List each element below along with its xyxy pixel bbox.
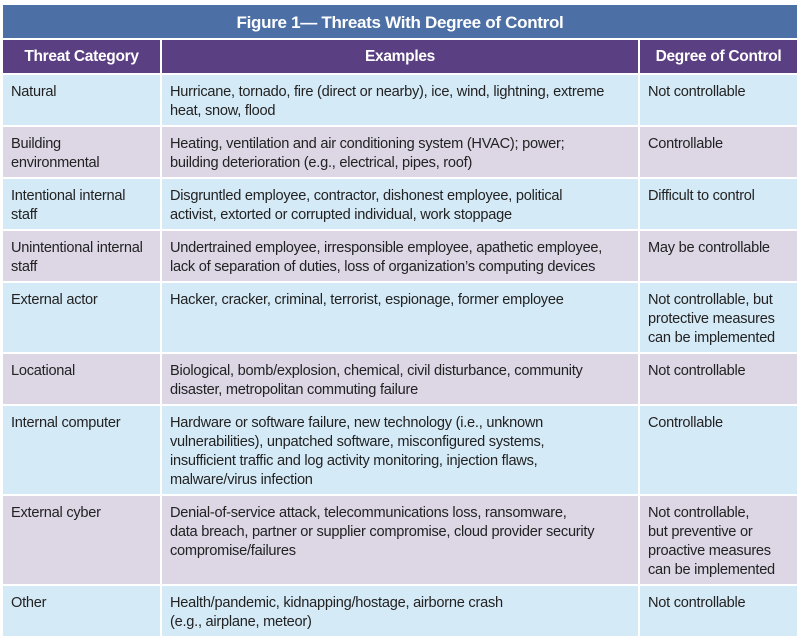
table-row: Natural Hurricane, tornado, fire (direct …	[3, 75, 797, 127]
table-row: External cyber Denial-of-service attack, …	[3, 496, 797, 586]
threat-category-cell: Locational	[3, 354, 162, 406]
examples-cell: Heating, ventilation and air conditionin…	[162, 127, 640, 179]
degree-of-control-cell: Not controllable, but preventive or proa…	[640, 496, 797, 586]
degree-of-control-cell: Not controllable	[640, 354, 797, 406]
examples-cell: Biological, bomb/explosion, chemical, ci…	[162, 354, 640, 406]
threats-table: Threat Category Examples Degree of Contr…	[3, 40, 797, 638]
degree-of-control-cell: May be controllable	[640, 231, 797, 283]
threat-category-cell: Unintentional internal staff	[3, 231, 162, 283]
degree-of-control-cell: Difficult to control	[640, 179, 797, 231]
degree-of-control-cell: Not controllable, but protective measure…	[640, 283, 797, 354]
table-row: Other Health/pandemic, kidnapping/hostage…	[3, 586, 797, 638]
threat-category-cell: Building environmental	[3, 127, 162, 179]
examples-cell: Health/pandemic, kidnapping/hostage, air…	[162, 586, 640, 638]
header-examples: Examples	[162, 40, 640, 75]
table-row: Locational Biological, bomb/explosion, ch…	[3, 354, 797, 406]
threat-category-cell: Other	[3, 586, 162, 638]
figure-title: Figure 1— Threats With Degree of Control	[3, 5, 797, 38]
examples-cell: Hurricane, tornado, fire (direct or near…	[162, 75, 640, 127]
examples-cell: Disgruntled employee, contractor, dishon…	[162, 179, 640, 231]
header-degree-of-control: Degree of Control	[640, 40, 797, 75]
examples-cell: Hacker, cracker, criminal, terrorist, es…	[162, 283, 640, 354]
header-threat-category: Threat Category	[3, 40, 162, 75]
threat-category-cell: External actor	[3, 283, 162, 354]
examples-cell: Denial-of-service attack, telecommunicat…	[162, 496, 640, 586]
degree-of-control-cell: Controllable	[640, 406, 797, 496]
examples-cell: Undertrained employee, irresponsible emp…	[162, 231, 640, 283]
threat-category-cell: External cyber	[3, 496, 162, 586]
header-row: Threat Category Examples Degree of Contr…	[3, 40, 797, 75]
threat-category-cell: Natural	[3, 75, 162, 127]
table-row: Building environmental Heating, ventilati…	[3, 127, 797, 179]
examples-cell: Hardware or software failure, new techno…	[162, 406, 640, 496]
threat-category-cell: Internal computer	[3, 406, 162, 496]
degree-of-control-cell: Controllable	[640, 127, 797, 179]
figure: Figure 1— Threats With Degree of Control…	[3, 5, 797, 638]
table-row: Unintentional internal staff Undertrained…	[3, 231, 797, 283]
degree-of-control-cell: Not controllable	[640, 586, 797, 638]
table-row: Internal computer Hardware or software fa…	[3, 406, 797, 496]
degree-of-control-cell: Not controllable	[640, 75, 797, 127]
table-row: External actor Hacker, cracker, criminal,…	[3, 283, 797, 354]
threat-category-cell: Intentional internal staff	[3, 179, 162, 231]
table-row: Intentional internal staff Disgruntled em…	[3, 179, 797, 231]
